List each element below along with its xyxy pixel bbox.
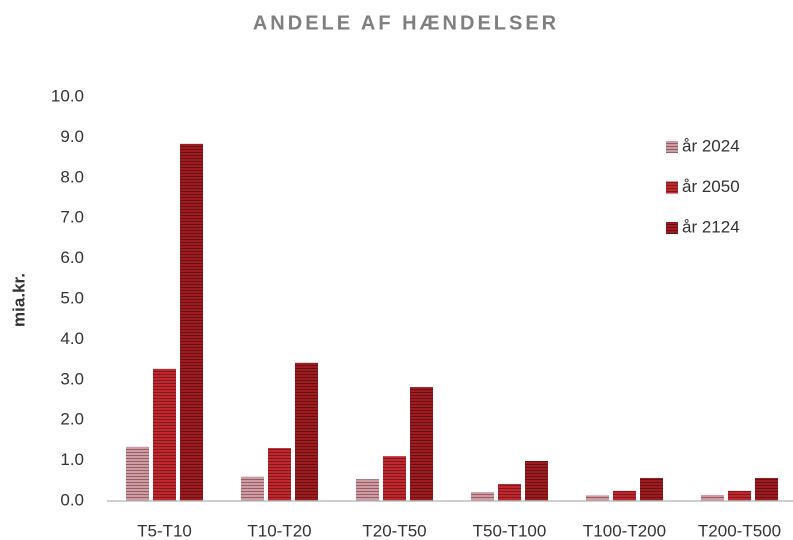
bar: [153, 368, 176, 501]
bar: [701, 494, 724, 501]
y-tick-label: 4.0: [60, 329, 84, 348]
bar: [410, 387, 433, 501]
y-tick-label: 2.0: [60, 410, 84, 429]
bar: [755, 477, 778, 501]
y-tick-label: 10.0: [51, 86, 84, 105]
legend-swatch: [666, 222, 678, 234]
y-tick-label: 8.0: [60, 167, 84, 186]
legend-label: år 2024: [682, 136, 740, 155]
y-tick-label: 9.0: [60, 127, 84, 146]
bar: [180, 143, 203, 501]
x-tick-label: T100-T200: [583, 521, 666, 540]
bar: [525, 461, 548, 501]
y-tick-label: 0.0: [60, 490, 84, 509]
bar: [498, 484, 521, 501]
bar: [356, 479, 379, 501]
y-tick-label: 5.0: [60, 288, 84, 307]
y-axis-label: mia.kr.: [9, 273, 28, 327]
x-tick-label: T200-T500: [698, 521, 781, 540]
bar: [268, 448, 291, 501]
bar: [241, 476, 264, 501]
legend-swatch: [666, 141, 678, 153]
chart-title: ANDELE AF HÆNDELSER: [253, 12, 559, 34]
y-tick-label: 6.0: [60, 248, 84, 267]
bar: [613, 490, 636, 501]
legend-label: år 2124: [682, 217, 740, 236]
legend-label: år 2050: [682, 177, 740, 196]
bar: [640, 477, 663, 501]
bar: [586, 495, 609, 501]
legend-swatch: [666, 181, 678, 194]
y-tick-label: 1.0: [60, 450, 84, 469]
y-tick-label: 3.0: [60, 369, 84, 388]
bar: [471, 492, 494, 501]
x-tick-label: T20-T50: [362, 521, 426, 540]
bar: [126, 446, 149, 501]
bar: [383, 456, 406, 501]
bar: [728, 490, 751, 501]
bar: [295, 362, 318, 501]
y-tick-label: 7.0: [60, 208, 84, 227]
x-tick-label: T5-T10: [137, 521, 192, 540]
x-tick-label: T50-T100: [473, 521, 547, 540]
x-tick-label: T10-T20: [247, 521, 311, 540]
